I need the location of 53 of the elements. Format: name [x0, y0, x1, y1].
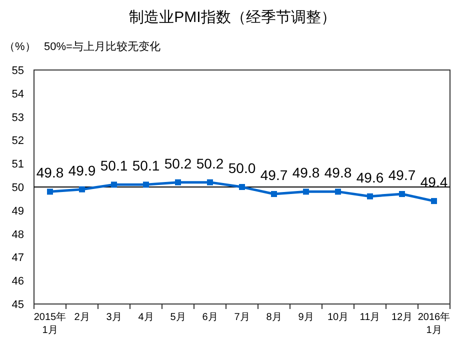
x-tick-label: 9月 [298, 312, 314, 323]
x-tick-label: 5月 [170, 312, 186, 323]
y-tick-label: 47 [12, 252, 24, 264]
point [399, 191, 405, 198]
y-tick-label: 55 [12, 65, 24, 77]
data-label: 49.8 [324, 164, 352, 181]
x-tick-label: 2月 [74, 312, 90, 323]
y-tick-label: 52 [12, 135, 24, 148]
data-label: 50.1 [132, 158, 160, 174]
y-tick-label: 46 [12, 276, 24, 288]
x-tick-label: 11月 [360, 312, 380, 323]
y-tick-label: 45 [12, 299, 24, 311]
point [143, 182, 149, 188]
x-tick-label: 10月 [327, 312, 349, 323]
point [367, 193, 373, 200]
point [431, 198, 437, 204]
data-label: 50.2 [164, 155, 192, 172]
point [335, 188, 341, 195]
point [47, 188, 53, 195]
data-label: 49.7 [388, 167, 416, 184]
point [271, 191, 277, 198]
chart-title: 制造业PMI指数（经季节调整） [129, 9, 336, 26]
x-tick-label: 2016年 1月 [418, 311, 450, 336]
data-label: 49.8 [36, 164, 64, 181]
point [175, 179, 181, 186]
y-axis-title: （%） [4, 41, 36, 53]
x-tick-label: 4月 [138, 312, 154, 323]
y-tick-label: 49 [12, 205, 24, 218]
point [303, 188, 309, 195]
y-tick-label: 53 [12, 112, 24, 124]
x-tick-label: 7月 [234, 312, 250, 323]
point [111, 182, 117, 188]
text: 50%=与上月比较无变化 [44, 40, 160, 53]
y-tick-label: 48 [12, 228, 24, 241]
y-tick-label: 54 [12, 88, 24, 100]
data-label: 49.8 [292, 164, 320, 181]
point [239, 184, 245, 190]
data-label: 50.1 [100, 158, 128, 174]
x-tick-label: 6月 [202, 312, 218, 323]
data-label: 50.2 [196, 155, 224, 172]
x-tick-label: 3月 [106, 312, 122, 323]
point [79, 186, 85, 192]
x-tick-label: 2015年 1月 [34, 311, 66, 336]
x-tick-label: 12月 [391, 312, 413, 323]
y-tick-label: 50 [12, 182, 24, 194]
data-label: 49.7 [260, 167, 288, 184]
y-tick-label: 51 [12, 158, 24, 171]
data-label: 49.9 [68, 162, 96, 178]
data-label: 49.4 [420, 174, 448, 190]
point [207, 179, 213, 186]
data-label: 49.6 [356, 169, 384, 186]
x-tick-label: 8月 [266, 312, 282, 323]
data-label: 50.0 [228, 160, 256, 176]
